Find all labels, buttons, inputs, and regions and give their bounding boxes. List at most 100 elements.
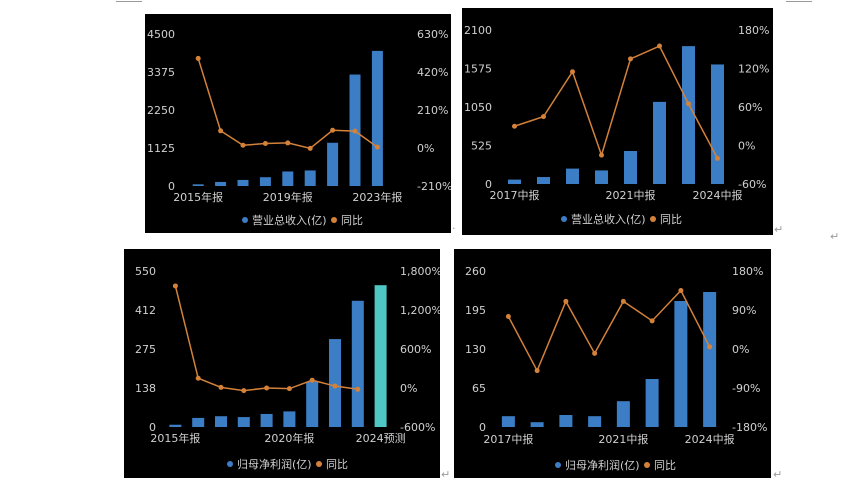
paragraph-mark-3: ↵ [441, 468, 451, 481]
legend-bar-swatch [555, 462, 561, 468]
y-right-tick-label: 1,800% [400, 265, 440, 278]
x-tick-label: 2024中报 [693, 188, 743, 202]
legend-bar-label: 营业总收入(亿) [252, 213, 327, 227]
legend-bar-swatch [561, 216, 567, 222]
y-left-tick-label: 65 [472, 382, 486, 395]
chart-panel-revenue-annual: 4500 3375 2250 1125 0 630% 420% 210% 0% -210% 2015… [145, 14, 451, 233]
x-tick-label: 2023年报 [352, 190, 402, 204]
bar [703, 292, 717, 427]
bar [192, 184, 204, 186]
dot-mark: · [452, 222, 456, 235]
x-tick-label: 2017中报 [490, 188, 540, 202]
bar [192, 417, 205, 427]
bar [169, 424, 182, 427]
legend-bar-label: 归母净利润(亿) [237, 457, 312, 471]
legend-bar-swatch [227, 461, 233, 467]
y-left-tick-label: 412 [135, 304, 156, 317]
chart-svg: 550 412 275 138 0 1,800% 1,200% 600% 0% -600% 2015… [135, 265, 440, 471]
yoy-point [172, 283, 178, 289]
bar [215, 181, 227, 186]
y-right-tick-label: 60% [738, 101, 762, 114]
legend-line-swatch [650, 216, 656, 222]
bar [682, 46, 695, 185]
yoy-point [541, 114, 546, 120]
legend-line-swatch [331, 217, 337, 223]
x-tick-label: 2021中报 [598, 432, 648, 446]
yoy-point [505, 314, 511, 319]
bar [374, 285, 387, 427]
legend-line-label: 同比 [341, 214, 363, 227]
bar [306, 381, 319, 427]
y-right-tick-label: 0% [417, 142, 434, 155]
bar [530, 422, 544, 427]
bar [304, 170, 316, 186]
x-tick-label: 2015年报 [150, 431, 200, 445]
y-right-tick-label: -60% [738, 178, 766, 191]
chart-panel-profit-interim: 260 195 130 65 0 180% 90% 0% -90% -180% 2017中报 2021… [454, 249, 771, 478]
legend-bar-swatch [242, 217, 248, 223]
yoy-point [657, 43, 662, 49]
y-left-tick-label: 550 [135, 265, 156, 278]
yoy-point [309, 377, 315, 383]
yoy-point [628, 56, 633, 62]
y-left-tick-label: 195 [465, 304, 486, 317]
y-right-tick-label: 90% [732, 304, 756, 317]
bar [508, 179, 521, 184]
legend-line-swatch [644, 462, 650, 468]
chart-svg: 2100 1575 1050 525 0 180% 120% 60% 0% -60% 2017中报 2… [464, 24, 769, 226]
legend-line-label: 同比 [326, 458, 348, 471]
chart-svg: 4500 3375 2250 1125 0 630% 420% 210% 0% -210% 2015… [147, 28, 451, 227]
legend-line-label: 同比 [654, 459, 676, 472]
bar [351, 300, 364, 427]
y-left-tick-label: 0 [149, 421, 156, 434]
bar [616, 401, 630, 427]
bar [595, 170, 608, 184]
chart-panel-profit-annual: 550 412 275 138 0 1,800% 1,200% 600% 0% -600% 2015… [124, 249, 440, 478]
yoy-point [620, 298, 626, 304]
bar [329, 339, 341, 427]
y-right-tick-label: 0% [400, 382, 417, 395]
paragraph-mark-4: ↵ [773, 468, 783, 481]
yoy-point [592, 350, 598, 356]
top-right-rule [786, 1, 812, 2]
bar [260, 413, 273, 427]
y-left-tick-label: 525 [471, 140, 492, 153]
y-right-tick-label: -180% [732, 421, 767, 434]
y-left-tick-label: 1575 [464, 63, 492, 76]
x-tick-label: 2024预测 [356, 432, 406, 445]
paragraph-mark-2: ↵ [830, 230, 840, 243]
y-right-tick-label: -210% [417, 180, 451, 193]
yoy-point [599, 152, 604, 158]
yoy-point [332, 383, 338, 389]
bar [588, 416, 602, 427]
y-left-tick-label: 130 [465, 343, 486, 356]
y-right-tick-label: 180% [738, 24, 769, 37]
yoy-point [570, 69, 575, 75]
bar [645, 379, 659, 427]
x-tick-label: 2021中报 [606, 188, 656, 202]
legend-bar-label: 归母净利润(亿) [565, 458, 640, 472]
y-left-tick-label: 0 [485, 178, 492, 191]
yoy-point [195, 55, 201, 61]
yoy-point [307, 145, 313, 151]
yoy-point [262, 140, 268, 146]
yoy-point [241, 388, 247, 394]
yoy-point [285, 140, 291, 146]
y-left-tick-label: 138 [135, 382, 156, 395]
chart-panel-revenue-interim: 2100 1575 1050 525 0 180% 120% 60% 0% -60% 2017中报 2… [462, 8, 773, 235]
y-right-tick-label: 210% [417, 104, 448, 117]
yoy-point [240, 142, 246, 148]
y-left-tick-label: 0 [479, 421, 486, 434]
legend-line-swatch [316, 461, 322, 467]
y-left-tick-label: 4500 [147, 28, 175, 41]
yoy-line [514, 45, 719, 159]
bar [237, 179, 249, 186]
yoy-point [678, 288, 684, 293]
bar [501, 416, 515, 427]
bar [327, 142, 339, 186]
bar [559, 415, 573, 427]
bar [566, 168, 579, 184]
yoy-point [374, 144, 380, 150]
yoy-point [649, 318, 655, 324]
y-left-tick-label: 2100 [464, 24, 492, 37]
